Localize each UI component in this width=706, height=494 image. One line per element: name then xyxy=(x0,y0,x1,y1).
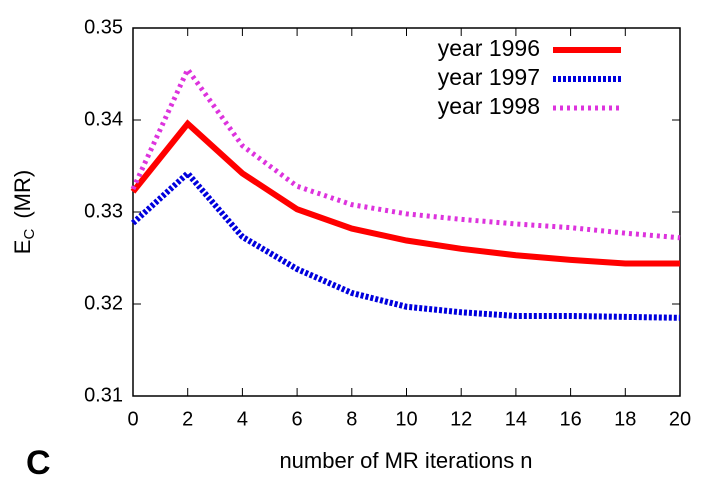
x-tick-label: 14 xyxy=(505,408,527,430)
x-tick-label: 4 xyxy=(237,408,248,430)
legend-label: year 1996 xyxy=(438,35,540,61)
series-line xyxy=(130,64,681,241)
y-label-unit: (MR) xyxy=(10,170,35,219)
x-tick-label: 10 xyxy=(395,408,417,430)
x-tick-label: 2 xyxy=(182,408,193,430)
x-tick-label: 16 xyxy=(559,408,581,430)
y-tick-label: 0.34 xyxy=(84,108,123,130)
y-tick-label: 0.31 xyxy=(84,384,123,406)
panel-label: C xyxy=(26,444,51,482)
y-tick-label: 0.35 xyxy=(84,16,123,38)
x-tick-label: 12 xyxy=(450,408,472,430)
x-tick-label: 6 xyxy=(292,408,303,430)
y-label-main: E xyxy=(10,240,35,255)
y-tick-label: 0.32 xyxy=(84,292,123,314)
legend-label: year 1998 xyxy=(438,93,540,119)
series-line xyxy=(130,169,681,321)
x-tick-label: 18 xyxy=(614,408,636,430)
y-axis-label: EC (MR) xyxy=(10,170,38,254)
y-label-sub: C xyxy=(21,229,38,240)
x-axis-label: number of MR iterations n xyxy=(279,448,532,473)
x-tick-label: 8 xyxy=(346,408,357,430)
series-line xyxy=(130,119,680,267)
x-tick-label: 20 xyxy=(669,408,691,430)
legend-label: year 1997 xyxy=(438,64,540,90)
x-tick-label: 0 xyxy=(127,408,138,430)
y-tick-label: 0.33 xyxy=(84,200,123,222)
